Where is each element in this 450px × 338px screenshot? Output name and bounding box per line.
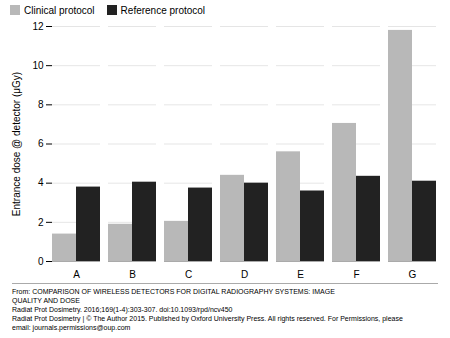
svg-text:8: 8: [38, 99, 44, 110]
svg-text:D: D: [241, 269, 248, 280]
svg-text:B: B: [129, 269, 136, 280]
html-text:Clinical protocol: Clinical protocol: [24, 4, 95, 16]
html-text:From: COMPARISON OF WIRELESS D: From: COMPARISON OF WIRELESS DETECTORS F…: [12, 288, 335, 295]
svg-text:A: A: [73, 269, 80, 280]
svg-text:E: E: [297, 269, 304, 280]
svg-text:F: F: [353, 269, 359, 280]
html-text:QUALITY AND DOSE: QUALITY AND DOSE: [12, 297, 80, 305]
svg-text:12: 12: [32, 21, 44, 32]
svg-text:10: 10: [32, 60, 44, 71]
svg-text:0: 0: [38, 256, 44, 267]
svg-text:Entrance dose @ detector (μGy): Entrance dose @ detector (μGy): [11, 72, 22, 216]
svg-text:G: G: [409, 269, 417, 280]
html-text:Radiat Prot Dosimetry | © The: Radiat Prot Dosimetry | © The Author 201…: [12, 315, 403, 323]
html-text:Radiat Prot Dosimetry. 2016;16: Radiat Prot Dosimetry. 2016;169(1-4):303…: [12, 306, 233, 314]
svg-text:4: 4: [38, 177, 44, 188]
html-text:email: journals.permissions@ou: email: journals.permissions@oup.com: [12, 324, 131, 332]
html-text:Reference protocol: Reference protocol: [120, 4, 206, 16]
svg-text:2: 2: [38, 217, 44, 228]
svg-text:6: 6: [38, 138, 44, 149]
svg-text:C: C: [185, 269, 192, 280]
